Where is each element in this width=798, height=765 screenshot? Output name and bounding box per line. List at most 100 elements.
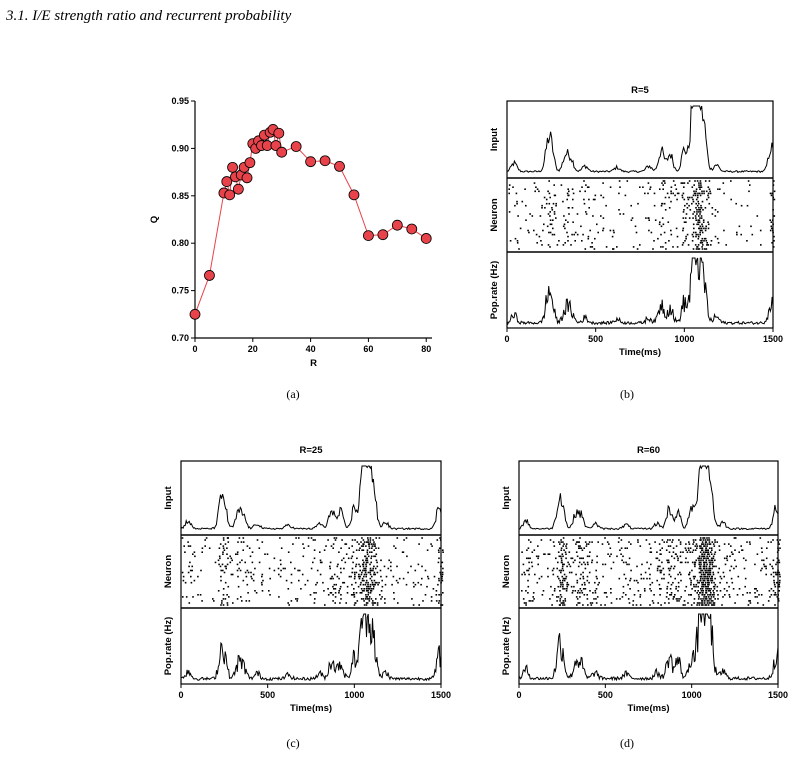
spike xyxy=(565,557,567,560)
spike xyxy=(438,600,441,602)
spike xyxy=(692,200,695,203)
spike xyxy=(441,571,444,574)
spike xyxy=(733,537,736,539)
spike xyxy=(711,549,713,551)
spike xyxy=(380,598,382,600)
spike xyxy=(700,569,702,572)
spike xyxy=(441,604,444,606)
spike xyxy=(369,592,372,594)
spike xyxy=(660,604,662,606)
spike xyxy=(559,581,562,584)
spike xyxy=(376,604,379,606)
spike xyxy=(363,588,365,590)
spike xyxy=(654,541,656,543)
spike xyxy=(748,541,751,543)
spike xyxy=(540,240,542,242)
spike xyxy=(617,541,620,543)
spike xyxy=(586,186,589,188)
spike xyxy=(538,577,541,580)
spike xyxy=(705,598,708,600)
spike xyxy=(331,575,333,578)
spike xyxy=(573,585,575,588)
spike xyxy=(691,196,693,199)
spike xyxy=(705,559,708,562)
spike xyxy=(540,539,543,541)
spike xyxy=(672,581,674,584)
spike xyxy=(699,188,701,190)
spike xyxy=(687,196,689,199)
spike xyxy=(199,594,202,596)
spike xyxy=(772,223,774,226)
spike xyxy=(376,561,378,564)
spike xyxy=(338,592,340,594)
spike xyxy=(703,240,705,242)
spike xyxy=(388,559,390,562)
spike xyxy=(261,541,264,543)
spike xyxy=(615,598,618,600)
spike xyxy=(341,559,343,562)
spike xyxy=(343,567,345,570)
spike xyxy=(567,235,569,238)
spike xyxy=(547,575,549,578)
spike xyxy=(273,557,276,560)
spike xyxy=(329,567,331,570)
spike xyxy=(733,567,735,570)
spike xyxy=(708,547,711,549)
spike xyxy=(618,192,620,195)
spike xyxy=(338,590,340,592)
spike xyxy=(706,244,708,246)
spike xyxy=(231,573,234,576)
spike xyxy=(339,602,341,604)
spike xyxy=(678,539,680,541)
spike xyxy=(712,573,715,576)
spike xyxy=(287,588,290,590)
row-label-neuron: Neuron xyxy=(501,555,512,588)
spike xyxy=(559,543,561,545)
spike xyxy=(616,246,618,248)
spike xyxy=(332,600,334,602)
spike xyxy=(708,202,711,205)
spike xyxy=(546,225,549,228)
spike xyxy=(712,543,715,545)
spike xyxy=(353,571,356,574)
spike xyxy=(362,563,365,566)
spike xyxy=(242,537,245,539)
spike xyxy=(702,590,704,592)
spike xyxy=(298,569,301,572)
spike xyxy=(375,559,378,562)
spike xyxy=(579,557,581,560)
spike xyxy=(568,213,570,215)
spike xyxy=(438,547,441,549)
spike xyxy=(711,579,714,582)
spike xyxy=(676,192,679,195)
spike xyxy=(528,600,531,602)
spike xyxy=(340,547,342,549)
spike xyxy=(563,579,566,582)
spike xyxy=(586,598,589,600)
spike xyxy=(548,180,550,182)
x-axis-label: R xyxy=(310,358,317,369)
spike xyxy=(677,559,679,562)
spike xyxy=(355,563,358,566)
spike xyxy=(732,553,734,555)
spike xyxy=(201,551,203,553)
spike xyxy=(707,244,710,246)
spike xyxy=(695,231,697,234)
data-point xyxy=(232,183,244,195)
spike xyxy=(660,225,663,228)
spike xyxy=(696,592,698,594)
spike xyxy=(578,547,580,549)
spike xyxy=(390,569,392,572)
spike xyxy=(754,596,757,598)
spike xyxy=(656,567,659,570)
spike xyxy=(698,207,700,209)
spike xyxy=(572,221,574,223)
spike xyxy=(246,545,249,547)
spike xyxy=(426,549,429,551)
spike xyxy=(672,598,675,600)
spike xyxy=(610,567,613,570)
spike xyxy=(393,598,395,600)
spike xyxy=(676,235,679,238)
spike xyxy=(671,541,673,543)
spike xyxy=(508,192,510,195)
